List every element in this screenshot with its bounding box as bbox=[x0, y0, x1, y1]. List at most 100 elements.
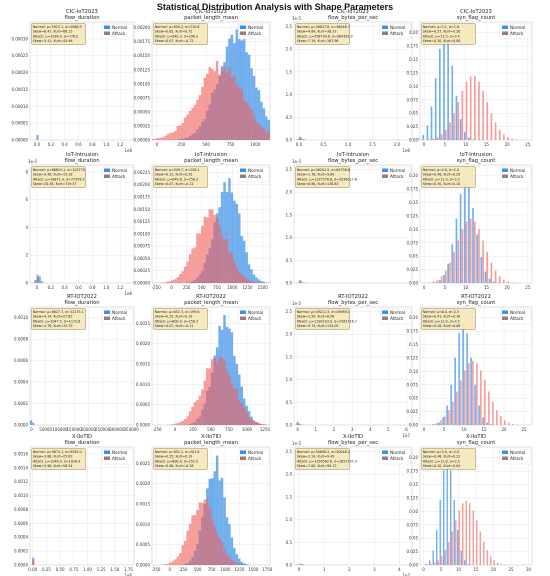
stats-line: Skew=0.25, Kurt=0.19 bbox=[155, 455, 193, 459]
x-tick-label: 10 bbox=[456, 567, 462, 572]
attack-histogram-bar bbox=[174, 559, 177, 565]
attack-histogram-bar bbox=[298, 563, 302, 565]
attack-histogram-bar bbox=[462, 503, 464, 565]
stats-line: Attack: μ=649.6, σ=256.3 bbox=[155, 177, 198, 181]
x-tick-label: 1250 bbox=[260, 427, 271, 432]
attack-histogram-bar bbox=[191, 515, 194, 565]
attack-histogram-bar bbox=[188, 110, 192, 140]
attack-histogram-bar bbox=[206, 499, 209, 565]
stats-line: Skew=0.57, Kurt=0.26 bbox=[423, 30, 461, 34]
subplot-dataset-title: RT-IOT2022 bbox=[338, 294, 368, 300]
stats-line: Skew=0.48, Kurt=0.22 bbox=[423, 455, 461, 459]
y-tick-label: 0.0025 bbox=[136, 461, 150, 466]
legend-label-normal: Normal bbox=[248, 450, 263, 455]
attack-histogram-bar bbox=[169, 132, 172, 140]
attack-histogram-bar bbox=[492, 401, 494, 425]
attack-histogram-bar bbox=[215, 532, 219, 565]
subplot-feature-title: flow_bytes_per_sec bbox=[328, 15, 378, 21]
attack-histogram-bar bbox=[215, 217, 219, 283]
y-tick-label: 0 bbox=[25, 281, 28, 286]
y-tick-label: 2 bbox=[25, 253, 28, 258]
normal-histogram-bar bbox=[455, 218, 458, 283]
attack-histogram-bar bbox=[440, 420, 442, 425]
subplot-dataset-title: RT-IOT2022 bbox=[461, 294, 491, 300]
stats-box bbox=[421, 448, 476, 470]
normal-histogram-bar bbox=[422, 134, 425, 140]
attack-histogram-bar bbox=[432, 423, 434, 425]
normal-histogram-bar bbox=[426, 125, 429, 140]
attack-histogram-bar bbox=[460, 380, 462, 425]
attack-histogram-bar bbox=[260, 126, 263, 140]
legend-label-normal: Normal bbox=[248, 25, 263, 30]
attack-histogram-bar bbox=[250, 109, 253, 140]
legend-label-attack: Attack bbox=[112, 174, 126, 179]
x-tick-label: 1.5 bbox=[369, 142, 376, 147]
y-tick-label: 0.20 bbox=[409, 455, 418, 460]
normal-histogram-bar bbox=[228, 523, 231, 565]
normal-histogram-bar bbox=[34, 279, 37, 283]
y-tick-label: 0.0005 bbox=[136, 542, 150, 547]
attack-histogram-bar bbox=[198, 395, 202, 425]
normal-histogram-bar bbox=[453, 499, 455, 565]
attack-histogram-bar bbox=[225, 370, 229, 425]
attack-histogram-bar bbox=[208, 368, 211, 425]
attack-histogram-bar bbox=[198, 233, 202, 283]
normal-histogram-bar bbox=[434, 78, 437, 140]
attack-histogram-bar bbox=[198, 95, 202, 140]
attack-histogram-bar bbox=[488, 391, 490, 425]
stats-line: Normal: μ=49211.3, σ=49989.1 bbox=[297, 310, 350, 314]
attack-histogram-bar bbox=[230, 560, 234, 565]
attack-histogram-bar bbox=[240, 403, 243, 425]
attack-histogram-bar bbox=[176, 556, 180, 565]
legend-swatch-attack bbox=[382, 31, 388, 35]
x-tick-label: -250 bbox=[151, 567, 161, 572]
attack-histogram-bar bbox=[228, 556, 231, 565]
stats-line: Attack: μ=1047.5, σ=1172.6 bbox=[33, 319, 81, 323]
legend-label-attack: Attack bbox=[510, 316, 524, 321]
attack-histogram-bar bbox=[436, 279, 439, 283]
normal-histogram-bar bbox=[235, 29, 239, 140]
stats-line: Normal: μ=56201.5, σ=64738.6 bbox=[297, 168, 350, 172]
attack-histogram-bar bbox=[186, 416, 189, 425]
normal-histogram-bar bbox=[255, 87, 258, 140]
x-tick-label: 25 bbox=[525, 142, 531, 147]
normal-histogram-bar bbox=[218, 480, 221, 565]
y-tick-label: 0.00020 bbox=[11, 70, 28, 75]
attack-histogram-bar bbox=[444, 270, 447, 283]
stats-line: Normal: μ=651.3, σ=199.6 bbox=[155, 310, 200, 314]
x-tick-label: 0 bbox=[174, 427, 177, 432]
attack-histogram-bar bbox=[179, 125, 182, 140]
attack-histogram-bar bbox=[260, 423, 263, 425]
attack-histogram-bar bbox=[252, 281, 256, 283]
attack-histogram-bar bbox=[444, 129, 447, 140]
normal-histogram-bar bbox=[451, 244, 454, 283]
attack-histogram-bar bbox=[301, 138, 304, 140]
x-tick-label: 250 bbox=[178, 142, 186, 147]
x-tick-label: 15 bbox=[484, 285, 490, 290]
attack-histogram-bar bbox=[183, 419, 187, 425]
attack-histogram-bar bbox=[238, 271, 241, 283]
normal-histogram-bar bbox=[468, 137, 470, 140]
x-tick-label: 15 bbox=[484, 142, 490, 147]
x-tick-label: 0.0 bbox=[34, 142, 41, 147]
x-tick-label: 1000 bbox=[227, 285, 238, 290]
stats-box bbox=[421, 308, 476, 330]
normal-histogram-bar bbox=[298, 136, 302, 140]
x-tick-label: 0.4 bbox=[61, 142, 68, 147]
figure-title: Statistical Distribution Analysis with S… bbox=[156, 2, 394, 12]
normal-histogram-bar bbox=[260, 101, 263, 140]
y-tick-label: 1.0 bbox=[286, 377, 293, 382]
legend-swatch-attack bbox=[502, 456, 508, 460]
normal-histogram-bar bbox=[228, 178, 231, 283]
attack-histogram-bar bbox=[298, 423, 302, 425]
y-tick-label: 0.0004 bbox=[14, 380, 28, 385]
normal-histogram-bar bbox=[438, 422, 440, 425]
attack-histogram-bar bbox=[193, 247, 197, 283]
subplot-dataset-title: CIC-IoT2023 bbox=[195, 9, 227, 15]
attack-histogram-bar bbox=[218, 538, 221, 565]
x-tick-label: 3 bbox=[351, 427, 354, 432]
normal-histogram-bar bbox=[215, 455, 219, 565]
legend-swatch-normal bbox=[502, 168, 508, 172]
attack-histogram-bar bbox=[457, 240, 460, 283]
attack-histogram-bar bbox=[500, 416, 502, 425]
